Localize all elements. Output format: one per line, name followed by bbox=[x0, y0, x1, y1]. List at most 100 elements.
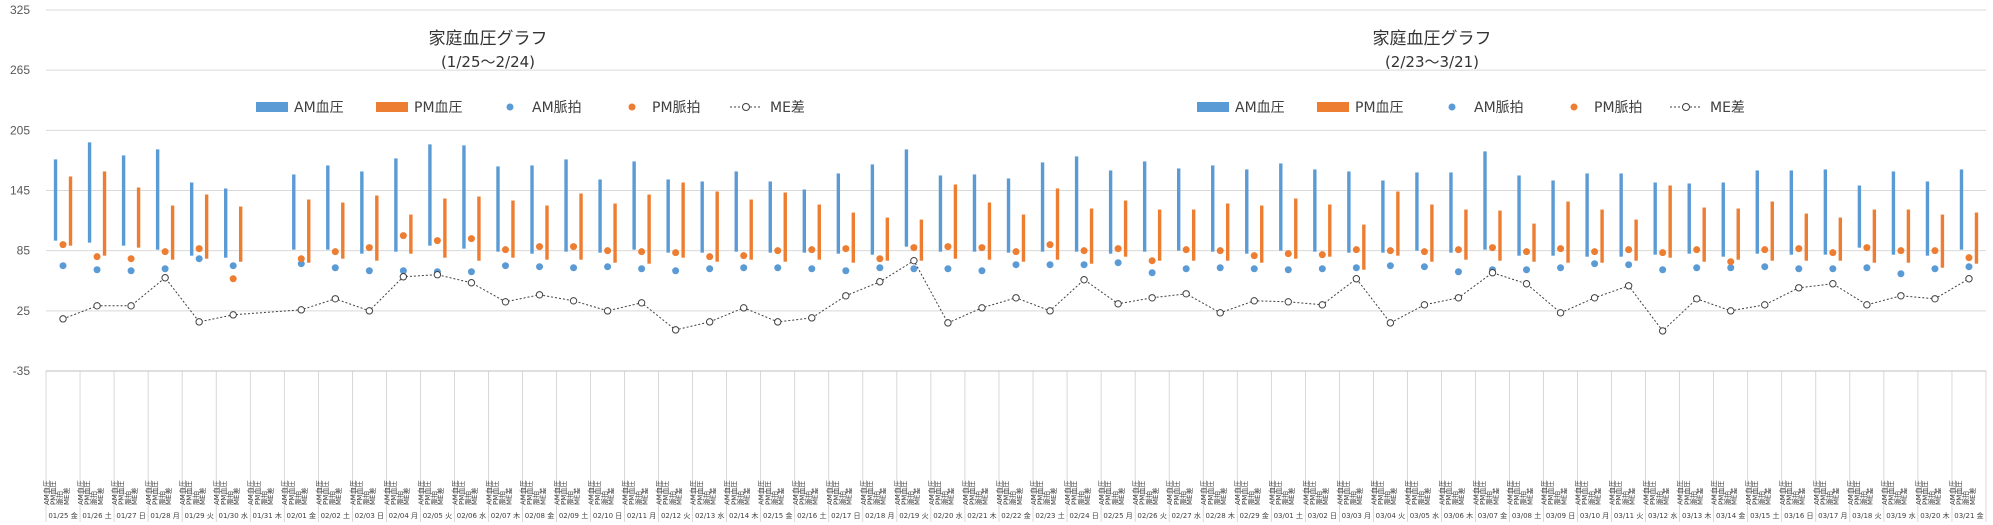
pm-bp-bar bbox=[1532, 223, 1536, 262]
category-row-label: PM血圧 bbox=[559, 481, 568, 505]
category-row-label: PM血圧 bbox=[1818, 481, 1827, 505]
category-row-label: 脈拍 bbox=[838, 491, 847, 505]
am-bp-bar bbox=[394, 158, 398, 252]
am-pulse-point bbox=[1012, 261, 1020, 269]
category-row-label: PM血圧 bbox=[219, 481, 228, 505]
pm-pulse-point bbox=[808, 246, 816, 254]
category-row-label: 脈拍 bbox=[1689, 491, 1698, 505]
category-row-label: AM血圧 bbox=[348, 480, 357, 505]
am-bp-bar bbox=[360, 171, 364, 254]
pm-bp-bar bbox=[170, 205, 175, 260]
category-row-label: AM血圧 bbox=[144, 480, 153, 505]
am-pulse-point bbox=[1523, 266, 1531, 274]
pm-bp-bar bbox=[579, 193, 583, 260]
chart-title-2: 家庭血圧グラフ (2/23～3/21) bbox=[1373, 29, 1492, 71]
pm-pulse-point bbox=[638, 248, 646, 256]
category-row-label: ME差 bbox=[845, 488, 854, 505]
legend-am-pulse-marker bbox=[506, 103, 514, 111]
am-bp-bar bbox=[1619, 173, 1623, 257]
category-row-label: 脈拍 bbox=[1927, 491, 1936, 505]
category-row-label: AM血圧 bbox=[178, 480, 187, 505]
category-date-label: 03/04 火 bbox=[1376, 512, 1405, 520]
category-row-label: 脈拍 bbox=[872, 491, 881, 505]
pm-pulse-point bbox=[1386, 247, 1394, 255]
pm-pulse-point bbox=[331, 248, 339, 256]
chart-title-1: 家庭血圧グラフ (1/25～2/24) bbox=[429, 29, 548, 71]
category-row-label: ME差 bbox=[62, 488, 71, 505]
category-row-label: ME差 bbox=[743, 488, 752, 505]
category-row-label: ME差 bbox=[266, 488, 275, 505]
me-diff-point bbox=[535, 291, 544, 299]
category-row-label: PM血圧 bbox=[1308, 481, 1317, 505]
am-bp-bar bbox=[734, 171, 738, 252]
category-date-label: 03/19 水 bbox=[1886, 511, 1915, 520]
am-pulse-point bbox=[706, 265, 714, 273]
category-row-label: ME差 bbox=[1798, 488, 1807, 505]
category-row-label: AM血圧 bbox=[1778, 480, 1787, 505]
pm-pulse-point bbox=[501, 246, 509, 254]
category-row-label: 脈拍 bbox=[736, 491, 745, 505]
pm-bp-bar bbox=[1872, 209, 1877, 263]
am-bp-bar bbox=[836, 173, 841, 254]
category-row-label: 脈拍 bbox=[1791, 491, 1800, 505]
am-pulse-point bbox=[229, 262, 237, 270]
pm-pulse-point bbox=[399, 232, 407, 240]
category-row-label: AM血圧 bbox=[1233, 480, 1242, 505]
legend2-am-pulse-marker bbox=[1448, 103, 1456, 111]
category-date-label: 02/04 月 bbox=[389, 512, 418, 520]
category-date-label: 02/09 土 bbox=[559, 511, 588, 520]
pm-bp-bar bbox=[885, 217, 890, 261]
category-date-label: 03/14 金 bbox=[1716, 511, 1745, 520]
category-date-label: 02/06 水 bbox=[457, 511, 486, 520]
category-date-label: 02/11 月 bbox=[627, 512, 656, 520]
y-tick-label: 325 bbox=[10, 3, 30, 17]
category-date-label: 01/27 日 bbox=[116, 512, 145, 520]
category-row-label: PM血圧 bbox=[1138, 481, 1147, 505]
category-date-label: 02/16 土 bbox=[797, 511, 826, 520]
category-row-label: ME差 bbox=[1219, 488, 1228, 505]
am-bp-bar bbox=[1483, 151, 1487, 250]
me-diff-point bbox=[1012, 294, 1020, 302]
category-row-label: ME差 bbox=[572, 488, 581, 505]
category-row-label: PM血圧 bbox=[1104, 481, 1113, 505]
category-date-label: 03/20 木 bbox=[1920, 511, 1949, 520]
pm-pulse-point bbox=[910, 244, 918, 252]
category-row-label: AM血圧 bbox=[1267, 480, 1276, 505]
category-row-label: 脈拍 bbox=[702, 491, 711, 505]
category-date-label: 03/11 火 bbox=[1614, 512, 1643, 520]
category-row-label: PM血圧 bbox=[1172, 481, 1181, 505]
category-date-label: 02/15 金 bbox=[763, 511, 792, 520]
am-pulse-point bbox=[1080, 261, 1088, 269]
pm-bp-bar bbox=[953, 184, 958, 259]
am-pulse-point bbox=[910, 265, 918, 273]
category-row-label: ME差 bbox=[1389, 488, 1398, 505]
am-bp-bar bbox=[496, 166, 500, 252]
am-bp-bar bbox=[1789, 170, 1794, 255]
pm-pulse-point bbox=[1727, 258, 1735, 266]
category-row-label: 脈拍 bbox=[600, 491, 609, 505]
pm-bp-bar bbox=[1634, 219, 1638, 261]
category-row-label: 脈拍 bbox=[1178, 491, 1187, 505]
category-row-label: AM血圧 bbox=[961, 480, 970, 505]
category-row-label: 脈拍 bbox=[430, 491, 439, 505]
category-row-label: PM血圧 bbox=[1580, 481, 1589, 505]
am-bp-bar bbox=[904, 149, 909, 247]
am-pulse-point bbox=[1182, 265, 1190, 273]
me-diff-point bbox=[603, 307, 612, 315]
category-row-label: PM血圧 bbox=[831, 481, 840, 505]
category-date-label: 02/14 木 bbox=[729, 511, 758, 520]
category-row-label: ME差 bbox=[1627, 488, 1636, 505]
category-row-label: AM血圧 bbox=[1676, 480, 1685, 505]
category-row-label: AM血圧 bbox=[621, 480, 630, 505]
me-diff-point bbox=[671, 326, 680, 334]
category-row-label: ME差 bbox=[130, 488, 139, 505]
am-bp-bar bbox=[1142, 161, 1147, 252]
category-row-label: ME差 bbox=[606, 488, 615, 505]
category-row-label: AM血圧 bbox=[1471, 480, 1480, 505]
am-bp-bar bbox=[1755, 170, 1759, 254]
me-diff-line bbox=[62, 259, 1970, 332]
pm-bp-bar bbox=[1702, 207, 1706, 262]
pm-bp-bar bbox=[1260, 205, 1264, 263]
category-row-label: ME差 bbox=[1287, 488, 1296, 505]
